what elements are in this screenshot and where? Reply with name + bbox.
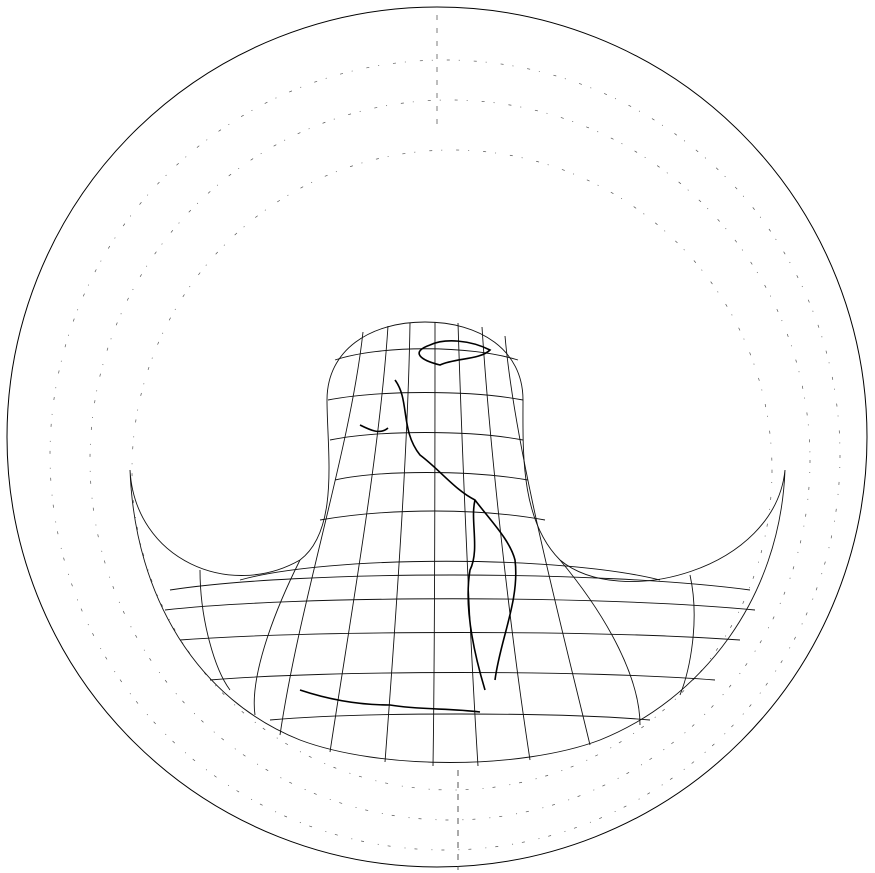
faint-ring — [131, 149, 773, 791]
parallel — [334, 472, 529, 481]
meridian — [384, 322, 411, 763]
meridian — [432, 321, 436, 767]
parallel — [164, 598, 756, 611]
coastline — [299, 689, 481, 713]
meridian — [279, 331, 364, 736]
faint-ring — [49, 59, 841, 851]
meridian — [329, 325, 389, 753]
meridian — [253, 559, 301, 716]
coastline — [418, 340, 492, 366]
parallel — [334, 348, 519, 361]
parallel — [327, 392, 524, 401]
meridian — [559, 559, 641, 726]
outline — [129, 321, 786, 763]
parallel — [319, 510, 546, 521]
parallel — [269, 713, 651, 721]
coastline — [467, 499, 486, 691]
coastlines — [299, 340, 517, 713]
parallel — [239, 560, 661, 581]
parallel — [329, 432, 524, 441]
graticule — [129, 321, 786, 767]
meridian — [504, 335, 591, 746]
coastline — [359, 424, 389, 433]
meridian — [679, 574, 695, 696]
faint-ring — [89, 99, 811, 821]
parallel — [209, 672, 716, 681]
meridian — [199, 569, 231, 691]
parallel — [179, 632, 741, 641]
faint-artifacts — [49, 15, 841, 870]
projection-boundary — [6, 6, 868, 868]
coastline — [394, 379, 517, 681]
meridian — [481, 326, 531, 761]
parallel — [169, 574, 751, 591]
